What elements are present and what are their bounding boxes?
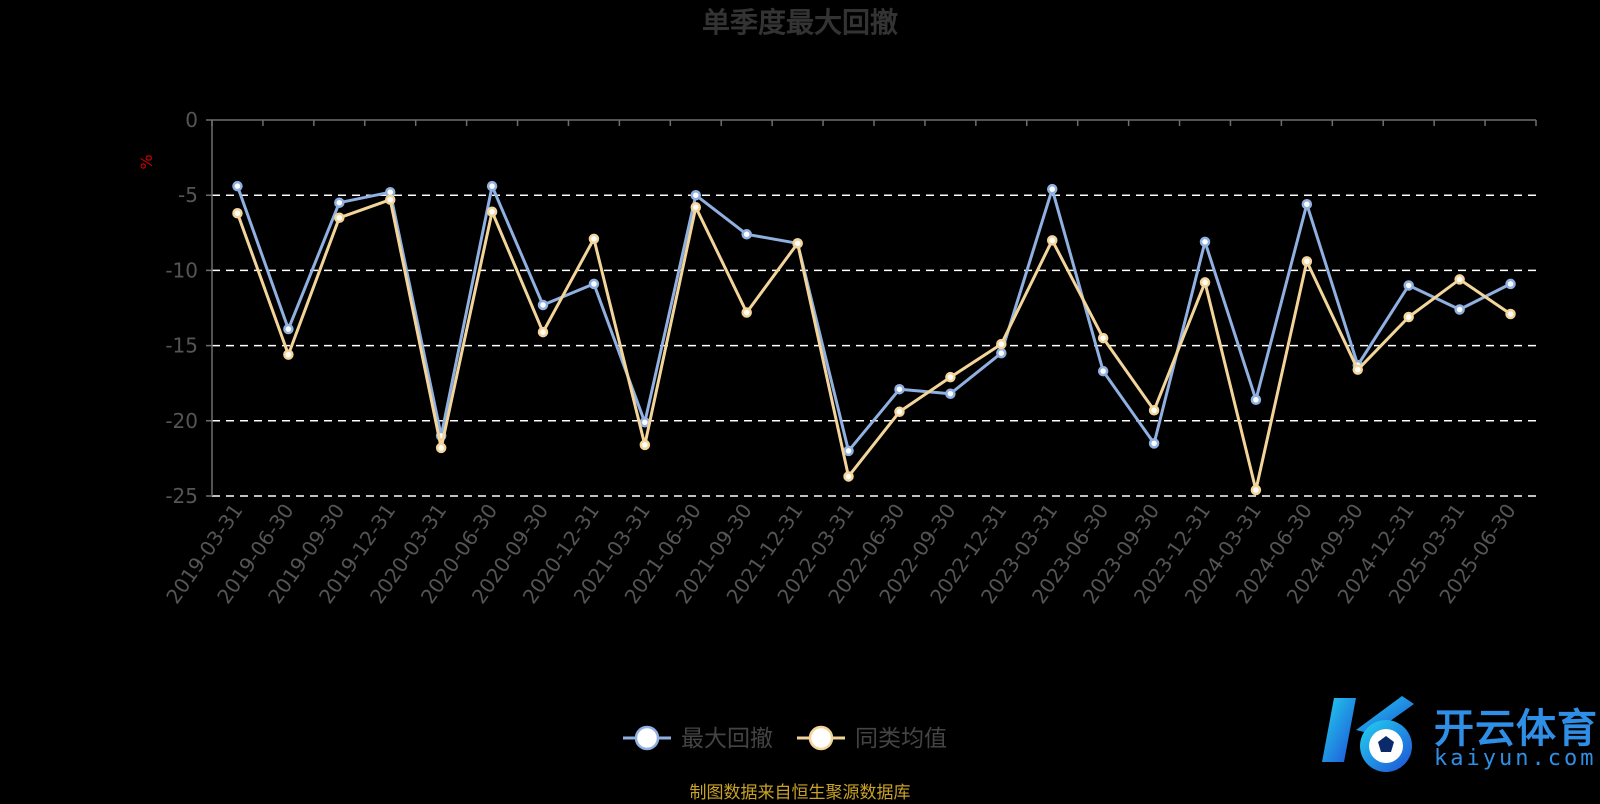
watermark-brand: 开云体育: [1434, 706, 1598, 752]
data-point[interactable]: [1352, 364, 1364, 375]
data-point[interactable]: [537, 299, 549, 311]
legend-marker: [808, 725, 834, 751]
data-point[interactable]: [1454, 274, 1465, 285]
data-point[interactable]: [588, 233, 600, 245]
data-point[interactable]: [334, 197, 345, 208]
data-point[interactable]: [435, 442, 447, 454]
data-point[interactable]: [945, 371, 956, 383]
data-point[interactable]: [1301, 198, 1313, 210]
y-tick-labels: 0 -5 -10 -15 -20 -25: [165, 108, 198, 508]
data-point[interactable]: [894, 383, 905, 395]
data-point[interactable]: [384, 194, 396, 205]
legend-item[interactable]: 最大回撤: [623, 725, 773, 752]
y-axis-unit: %: [137, 154, 156, 169]
data-point[interactable]: [1148, 438, 1160, 449]
data-point[interactable]: [1250, 484, 1262, 496]
data-point[interactable]: [690, 201, 702, 213]
data-point[interactable]: [894, 406, 905, 418]
data-point[interactable]: [792, 238, 803, 249]
data-point[interactable]: [1097, 365, 1109, 377]
data-point[interactable]: [1301, 256, 1313, 267]
x-tick-labels: 2019-03-312019-06-302019-09-302019-12-31…: [161, 499, 1520, 608]
data-point[interactable]: [1148, 405, 1160, 416]
legend-marker: [634, 725, 660, 751]
data-point[interactable]: [690, 189, 702, 201]
data-point[interactable]: [1403, 311, 1414, 323]
y-tick-label: -15: [165, 334, 198, 358]
y-tick-label: -10: [165, 258, 198, 282]
watermark-domain: kaiyun.com: [1434, 746, 1597, 771]
series-lines: [232, 180, 1516, 496]
legend-label: 同类均值: [855, 726, 947, 752]
series-group: [232, 180, 1516, 457]
data-point[interactable]: [232, 207, 243, 219]
legend[interactable]: 最大回撤 同类均值: [623, 725, 947, 752]
data-point[interactable]: [486, 206, 498, 217]
data-point[interactable]: [843, 471, 854, 482]
data-point[interactable]: [537, 326, 549, 338]
series-group: [232, 194, 1516, 496]
source-note: 制图数据来自恒生聚源数据库: [689, 783, 911, 803]
data-point[interactable]: [741, 229, 752, 240]
kaiyun-logo-icon: [1322, 696, 1414, 772]
data-point[interactable]: [1454, 304, 1465, 315]
data-point[interactable]: [1505, 278, 1516, 290]
axes: [206, 119, 1537, 497]
data-point[interactable]: [996, 338, 1007, 350]
data-point[interactable]: [283, 349, 294, 360]
data-point[interactable]: [334, 212, 345, 224]
data-point[interactable]: [945, 388, 956, 399]
y-tick-label: 0: [185, 108, 198, 132]
data-point[interactable]: [1046, 235, 1058, 246]
y-tick-label: -5: [178, 183, 198, 207]
series-line: [236, 184, 1512, 453]
data-point[interactable]: [741, 307, 752, 318]
data-point[interactable]: [1250, 394, 1262, 405]
data-point[interactable]: [283, 323, 294, 335]
data-point[interactable]: [1046, 183, 1058, 195]
series-line: [236, 198, 1512, 492]
data-point[interactable]: [639, 439, 651, 451]
data-point[interactable]: [588, 278, 600, 290]
y-tick-label: -20: [165, 409, 198, 433]
data-point[interactable]: [1505, 308, 1516, 320]
data-point[interactable]: [232, 180, 243, 192]
data-point[interactable]: [996, 347, 1007, 359]
data-point[interactable]: [843, 445, 854, 457]
legend-item[interactable]: 同类均值: [797, 725, 947, 752]
data-point[interactable]: [1403, 280, 1414, 291]
data-point[interactable]: [486, 180, 498, 192]
data-point[interactable]: [1199, 277, 1211, 288]
legend-label: 最大回撤: [681, 726, 773, 752]
watermark-logo: 开云体育 kaiyun.com: [1316, 690, 1597, 780]
data-point[interactable]: [1097, 332, 1109, 344]
chart-title: 单季度最大回撤: [702, 6, 898, 39]
data-point[interactable]: [1199, 236, 1211, 248]
grid-lines: [212, 194, 1536, 497]
y-tick-label: -25: [165, 484, 198, 508]
